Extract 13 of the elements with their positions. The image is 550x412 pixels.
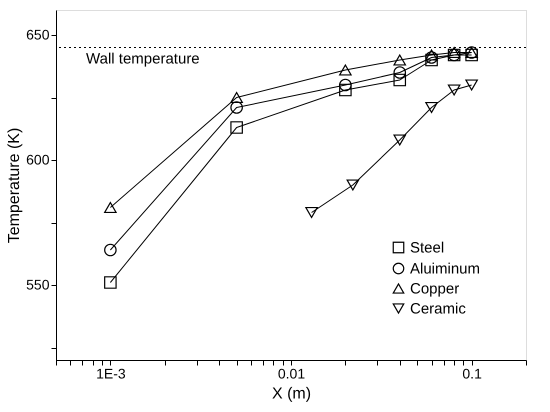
y-tick-label: 550: [26, 276, 50, 292]
y-tick-label: 650: [26, 26, 50, 42]
x-axis-title: X (m): [272, 386, 312, 402]
x-tick-label: 0.01: [278, 366, 306, 382]
legend-label: Aluiminum: [410, 260, 480, 278]
y-axis-title: Temperature (K): [6, 128, 24, 244]
legend-label: Steel: [410, 240, 444, 256]
legend-label: Copper: [410, 280, 460, 298]
legend-label: Ceramic: [410, 300, 466, 318]
y-tick-label: 600: [26, 152, 50, 168]
x-tick-label: 1E-3: [96, 366, 126, 382]
x-tick-label: 0.1: [462, 366, 482, 382]
ref-line-label: Wall temperature: [86, 50, 200, 68]
